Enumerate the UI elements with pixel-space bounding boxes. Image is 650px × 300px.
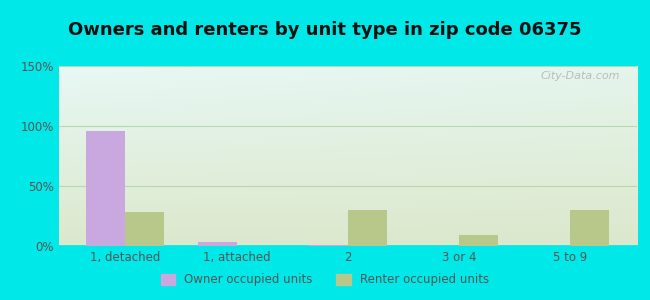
Bar	[459, 235, 498, 246]
Bar	[570, 210, 609, 246]
Bar	[198, 242, 237, 246]
Bar	[125, 212, 164, 246]
Bar	[309, 245, 348, 246]
Legend: Owner occupied units, Renter occupied units: Owner occupied units, Renter occupied un…	[156, 269, 494, 291]
Text: Owners and renters by unit type in zip code 06375: Owners and renters by unit type in zip c…	[68, 21, 582, 39]
Bar	[86, 131, 125, 246]
Bar	[348, 210, 387, 246]
Text: City-Data.com: City-Data.com	[540, 71, 619, 81]
